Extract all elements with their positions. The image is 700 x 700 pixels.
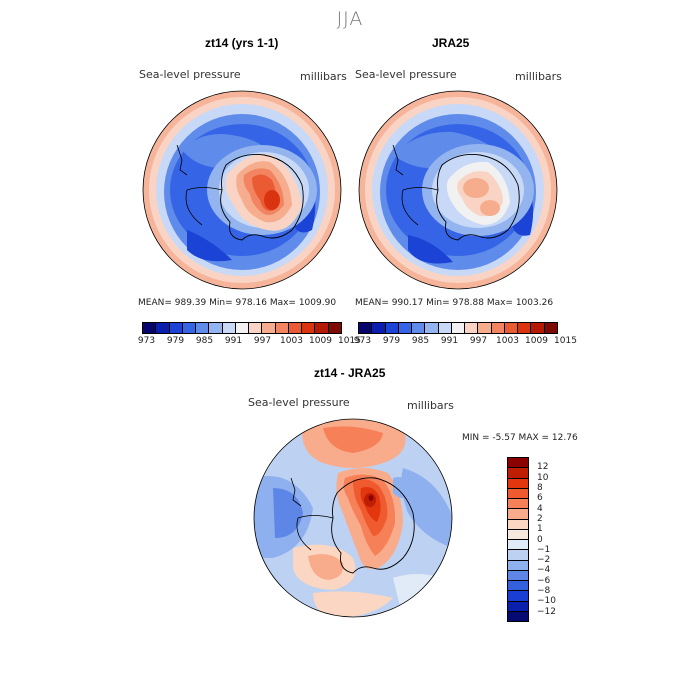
panel1-colorbar-ticks: 973 979 985 991 997 1003 1009 1015	[132, 336, 364, 346]
colorbar-swatch	[222, 323, 236, 333]
panel2-quantity-label: Sea-level pressure	[355, 68, 457, 81]
colorbar-swatch	[508, 458, 528, 469]
colorbar-tick-label: 979	[166, 336, 185, 346]
colorbar-swatch	[262, 323, 276, 333]
panel3-quantity-label: Sea-level pressure	[248, 396, 350, 409]
colorbar-tick-label: 1009	[309, 336, 332, 346]
colorbar-swatch	[508, 591, 528, 602]
colorbar-swatch	[156, 323, 170, 333]
colorbar-swatch	[315, 323, 329, 333]
colorbar-swatch	[508, 478, 528, 489]
colorbar-tick-label: −4	[537, 565, 551, 576]
colorbar-swatch	[385, 323, 399, 333]
colorbar-tick-label: −8	[537, 586, 551, 597]
colorbar-tick-label: 4	[537, 503, 543, 514]
colorbar-swatch	[508, 488, 528, 499]
colorbar-tick-label: 6	[537, 493, 543, 504]
colorbar-swatch	[508, 540, 528, 551]
colorbar-swatch	[275, 323, 289, 333]
colorbar-tick-label: 0	[537, 534, 543, 545]
colorbar-swatch	[531, 323, 545, 333]
colorbar-swatch	[425, 323, 439, 333]
colorbar-swatch	[249, 323, 263, 333]
colorbar-swatch	[508, 601, 528, 612]
colorbar-tick-label: −1	[537, 544, 551, 555]
colorbar-swatch	[491, 323, 505, 333]
colorbar-tick-label: 2	[537, 513, 543, 524]
colorbar-swatch	[518, 323, 532, 333]
panel1-title: zt14 (yrs 1-1)	[205, 36, 279, 50]
colorbar-swatch	[478, 323, 492, 333]
colorbar-swatch	[508, 468, 528, 479]
colorbar-tick-label: 973	[137, 336, 156, 346]
panel1-map	[142, 90, 342, 290]
colorbar-tick-label: 985	[411, 336, 430, 346]
colorbar-tick-label: 1	[537, 524, 543, 535]
colorbar-swatch	[508, 550, 528, 561]
colorbar-swatch	[359, 323, 373, 333]
colorbar-tick-label: 1003	[280, 336, 303, 346]
panel3-colorbar	[507, 457, 529, 622]
colorbar-tick-label: 979	[382, 336, 401, 346]
colorbar-swatch	[544, 323, 557, 333]
colorbar-swatch	[328, 323, 341, 333]
colorbar-tick-label: 997	[469, 336, 488, 346]
colorbar-swatch	[438, 323, 452, 333]
colorbar-tick-label: 991	[440, 336, 459, 346]
panel3-map	[253, 418, 453, 618]
colorbar-swatch	[143, 323, 157, 333]
season-title: JJA	[336, 8, 364, 30]
colorbar-tick-label: 8	[537, 482, 543, 493]
colorbar-tick-label: 12	[537, 462, 549, 473]
panel2-title: JRA25	[432, 36, 470, 50]
panel2-units-label: millibars	[515, 70, 562, 83]
colorbar-swatch	[508, 611, 528, 621]
panel3-title: zt14 - JRA25	[314, 366, 386, 380]
panel1-stats: MEAN= 989.39 Min= 978.16 Max= 1009.90	[138, 298, 337, 308]
panel2-colorbar-ticks: 973 979 985 991 997 1003 1009 1015	[348, 336, 580, 346]
panel1-quantity-label: Sea-level pressure	[139, 68, 241, 81]
colorbar-swatch	[465, 323, 479, 333]
colorbar-tick-label: −2	[537, 555, 551, 566]
colorbar-tick-label: 1015	[338, 336, 361, 346]
panel1-units-label: millibars	[300, 70, 347, 83]
panel3-stats: MIN = -5.57 MAX = 12.76	[462, 433, 578, 443]
colorbar-swatch	[508, 560, 528, 571]
colorbar-swatch	[508, 570, 528, 581]
colorbar-tick-label: 1009	[525, 336, 548, 346]
colorbar-swatch	[209, 323, 223, 333]
colorbar-swatch	[288, 323, 303, 333]
colorbar-tick-label: −6	[537, 575, 551, 586]
panel2-map	[358, 90, 558, 290]
colorbar-tick-label: 991	[224, 336, 243, 346]
colorbar-swatch	[372, 323, 386, 333]
colorbar-tick-label: −10	[537, 596, 556, 607]
colorbar-swatch	[235, 323, 250, 333]
panel1-colorbar	[142, 322, 342, 334]
colorbar-swatch	[302, 323, 316, 333]
colorbar-tick-label: 10	[537, 472, 549, 483]
panel2-stats: MEAN= 990.17 Min= 978.88 Max= 1003.26	[355, 298, 554, 308]
colorbar-swatch	[412, 323, 426, 333]
colorbar-swatch	[451, 323, 466, 333]
colorbar-tick-label: −12	[537, 606, 556, 617]
colorbar-tick-label: 1015	[554, 336, 577, 346]
colorbar-swatch	[508, 509, 528, 520]
colorbar-tick-label: 985	[195, 336, 214, 346]
colorbar-swatch	[504, 323, 519, 333]
colorbar-swatch	[508, 529, 528, 540]
colorbar-swatch	[169, 323, 183, 333]
colorbar-swatch	[508, 499, 528, 510]
colorbar-swatch	[196, 323, 210, 333]
panel2-colorbar	[358, 322, 558, 334]
panel3-units-label: millibars	[407, 399, 454, 412]
colorbar-tick-label: 997	[253, 336, 272, 346]
colorbar-swatch	[508, 519, 528, 530]
colorbar-swatch	[398, 323, 413, 333]
colorbar-swatch	[508, 581, 528, 592]
colorbar-tick-label: 1003	[496, 336, 519, 346]
colorbar-tick-label: 973	[353, 336, 372, 346]
colorbar-swatch	[182, 323, 197, 333]
